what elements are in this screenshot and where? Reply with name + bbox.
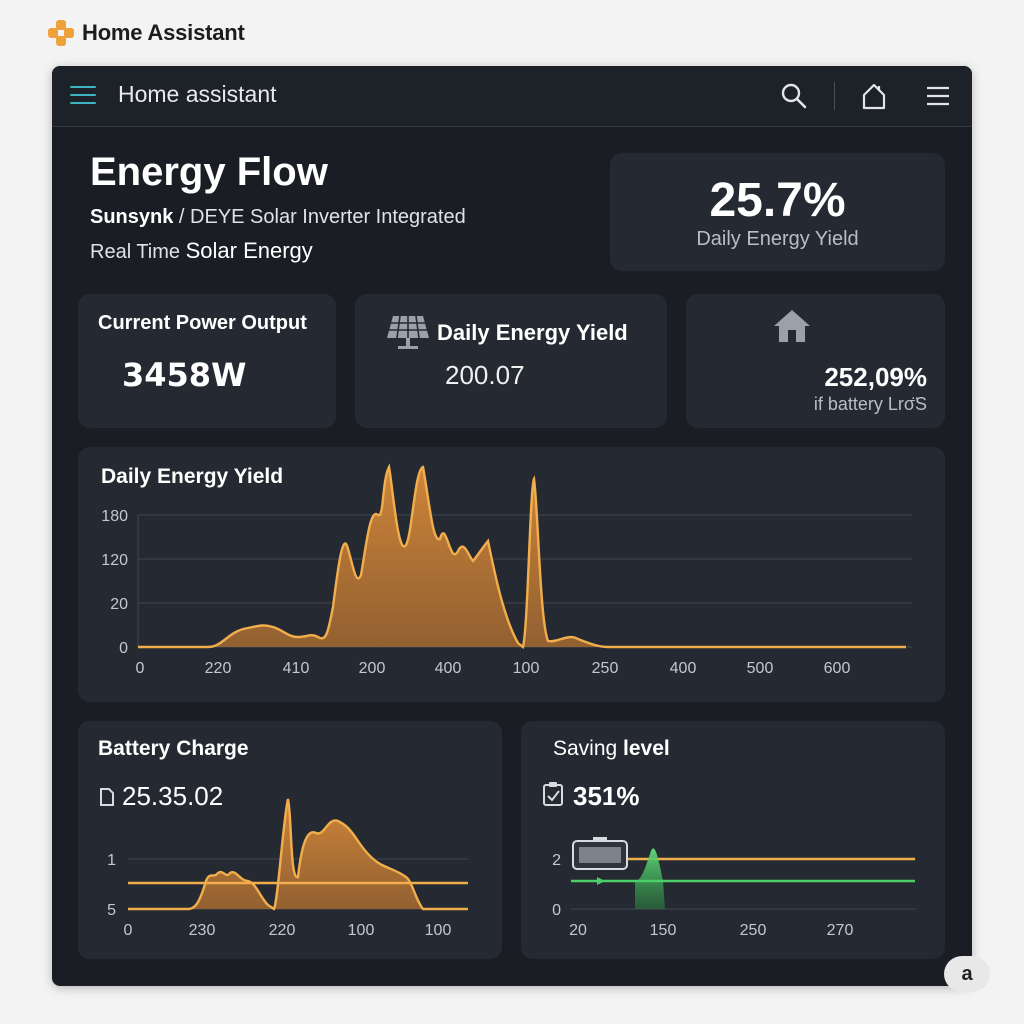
battery-indicator-icon	[572, 837, 628, 870]
x-tick: 250	[740, 922, 767, 939]
y-tick: 0	[552, 902, 561, 919]
search-icon[interactable]	[778, 80, 810, 112]
toolbar-divider	[834, 82, 835, 110]
x-tick: 20	[569, 922, 587, 939]
page-subtitle: Sunsynk / DEYE Solar Inverter Integrated	[90, 206, 466, 229]
power-output-card[interactable]: Current Power Output 3458W	[78, 294, 336, 428]
page-title: Energy Flow	[90, 150, 328, 194]
y-tick: 180	[101, 508, 128, 525]
y-tick: 1	[107, 852, 116, 869]
battery-status-label: if battery Lrσ̈S	[813, 394, 927, 414]
x-tick: 0	[124, 922, 133, 939]
page-subtitle-2: Real Time Solar Energy	[90, 238, 313, 264]
saving-level-title: Saving level	[553, 737, 670, 761]
brand: Home Assistant	[48, 20, 245, 46]
x-tick: 200	[359, 660, 386, 677]
x-tick: 600	[824, 660, 851, 677]
battery-status-card[interactable]: 252,09% if battery Lrσ̈S	[686, 294, 945, 428]
assistant-button[interactable]: a	[944, 956, 990, 992]
x-tick: 100	[348, 922, 375, 939]
yield-line	[138, 463, 906, 650]
y-tick: 20	[110, 596, 128, 613]
y-tick: 5	[107, 902, 116, 919]
battery-line	[128, 798, 468, 911]
brand-name: Home Assistant	[82, 20, 245, 45]
yield-summary-label: Daily Energy Yield	[696, 228, 859, 250]
daily-yield-card[interactable]: Daily Energy Yield 200.07	[355, 294, 667, 428]
saving-level-value: 351%	[573, 781, 640, 811]
yield-summary-value: 25.7%	[709, 174, 846, 227]
more-menu-icon[interactable]	[922, 80, 954, 112]
battery-icon	[100, 788, 114, 806]
daily-yield-title: Daily Energy Yield	[437, 320, 628, 345]
power-output-title: Current Power Output	[98, 312, 307, 334]
daily-yield-chart: 180 120 20 0 0 220 410 200 400 100 250 4…	[101, 463, 912, 677]
subtitle2-emphasis: Solar Energy	[185, 238, 313, 263]
battery-charge-card: Battery Charge 25.35.02 1 5 0 230 220 10…	[78, 721, 502, 959]
house-icon	[774, 310, 810, 342]
battery-charge-chart: 1 5 0 230 220 100 100	[107, 798, 468, 939]
battery-area	[188, 799, 423, 909]
daily-yield-chart-card: Daily Energy Yield 180 120 20 0 0	[78, 447, 945, 702]
subtitle-rest: / DEYE Solar Inverter Integrated	[173, 206, 466, 228]
x-tick: 400	[670, 660, 697, 677]
home-icon[interactable]	[858, 80, 890, 112]
solar-panel-icon	[387, 315, 429, 349]
x-tick: 230	[189, 922, 216, 939]
subtitle2-plain: Real Time	[90, 241, 186, 263]
home-assistant-logo-icon	[48, 20, 74, 46]
x-tick: 220	[205, 660, 232, 677]
x-tick: 500	[747, 660, 774, 677]
saving-level-chart: 2 0 20 150 250 270	[552, 837, 916, 939]
menu-icon[interactable]	[70, 86, 96, 106]
saving-arrow-icon	[597, 877, 605, 885]
saving-title-plain: Saving	[553, 737, 624, 760]
battery-charge-value: 25.35.02	[122, 781, 224, 811]
topbar-title: Home assistant	[118, 81, 277, 107]
battery-charge-title: Battery Charge	[98, 737, 249, 760]
x-tick: 410	[283, 660, 310, 677]
y-tick: 2	[552, 852, 561, 869]
x-tick: 400	[435, 660, 462, 677]
top-bar: Home assistant	[52, 66, 972, 127]
yield-area	[138, 467, 608, 647]
x-tick: 100	[513, 660, 540, 677]
saving-title-emph: level	[623, 737, 670, 760]
y-tick: 0	[119, 640, 128, 657]
x-tick: 270	[827, 922, 854, 939]
yield-summary-card[interactable]: 25.7% Daily Energy Yield	[610, 153, 945, 271]
clipboard-check-icon	[543, 782, 563, 806]
saving-peak-area	[635, 848, 665, 909]
chart-title: Daily Energy Yield	[101, 465, 284, 488]
power-output-value: 3458W	[122, 356, 247, 394]
battery-status-value: 252,09%	[824, 362, 927, 392]
x-tick: 100	[425, 922, 452, 939]
saving-level-card: Saving level 351% 2 0	[521, 721, 945, 959]
x-tick: 150	[650, 922, 677, 939]
subtitle-brand: Sunsynk	[90, 206, 174, 228]
y-tick: 120	[101, 552, 128, 569]
x-tick: 250	[592, 660, 619, 677]
x-tick: 0	[136, 660, 145, 677]
app-window: Home assistant Energy Flow Sunsynk / DEY…	[52, 66, 972, 986]
x-tick: 220	[269, 922, 296, 939]
daily-yield-value: 200.07	[445, 360, 525, 390]
